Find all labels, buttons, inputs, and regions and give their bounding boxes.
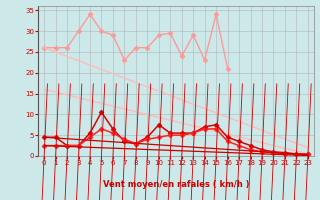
X-axis label: Vent moyen/en rafales ( km/h ): Vent moyen/en rafales ( km/h ) — [103, 180, 249, 189]
